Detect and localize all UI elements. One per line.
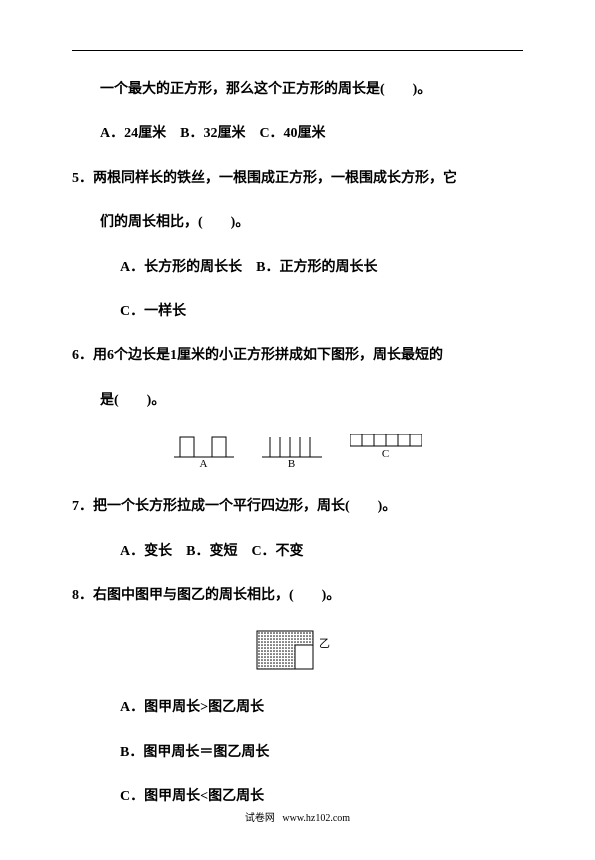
q8-option-c: C．图甲周长<图乙周长 (72, 786, 523, 808)
q6-figure-a-wrap: A (174, 434, 234, 470)
q8-option-a: A．图甲周长>图乙周长 (72, 697, 523, 719)
q5-option-ab: A．长方形的周长长 B．正方形的周长长 (72, 257, 523, 279)
footer-url: www.hz102.com (282, 813, 350, 824)
q6-stem-line2: 是( )。 (72, 390, 523, 412)
q5-stem-line1: 5．两根同样长的铁丝，一根围成正方形，一根围成长方形，它 (72, 168, 523, 190)
q5-option-c: C．一样长 (72, 301, 523, 323)
top-horizontal-rule (72, 50, 523, 51)
q6-figure-c-wrap: C (350, 434, 422, 470)
q6-figure-c (350, 434, 422, 448)
q6-figures: A B C (72, 434, 523, 470)
q7-options: A．变长 B．变短 C．不变 (72, 541, 523, 563)
page-footer: 试卷网 www.hz102.com (0, 809, 595, 824)
q4-stem-cont: 一个最大的正方形，那么这个正方形的周长是( )。 (72, 79, 523, 101)
q6-figure-b (262, 434, 322, 458)
q8-stem: 8．右图中图甲与图乙的周长相比，( )。 (72, 585, 523, 607)
q6-figure-a (174, 434, 234, 458)
q6-label-c: C (382, 448, 389, 460)
document-page: 一个最大的正方形，那么这个正方形的周长是( )。 A．24厘米 B．32厘米 C… (0, 0, 595, 860)
q7-stem: 7．把一个长方形拉成一个平行四边形，周长( )。 (72, 496, 523, 518)
q6-figure-b-wrap: B (262, 434, 322, 470)
q6-label-b: B (288, 458, 295, 470)
q8-option-b: B．图甲周长＝图乙周长 (72, 742, 523, 764)
q8-figure-wrap: 乙 (72, 629, 523, 671)
q6-label-a: A (200, 458, 208, 470)
q8-label-yi: 乙 (319, 637, 330, 650)
q4-options: A．24厘米 B．32厘米 C．40厘米 (72, 123, 523, 145)
footer-site-name: 试卷网 (245, 813, 275, 824)
q8-figure: 乙 (255, 629, 341, 671)
q5-stem-line2: 们的周长相比，( )。 (72, 212, 523, 234)
q6-stem-line1: 6．用6个边长是1厘米的小正方形拼成如下图形，周长最短的 (72, 345, 523, 367)
